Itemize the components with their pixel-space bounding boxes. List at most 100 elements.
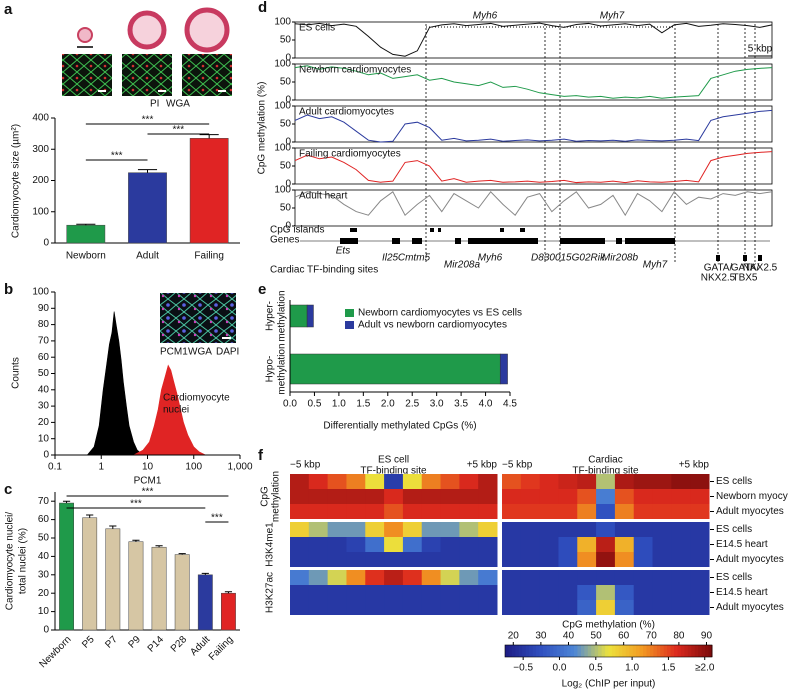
heatmap-cell <box>290 522 310 537</box>
heatmap-cell <box>577 522 597 537</box>
colorbar-step <box>594 645 599 657</box>
heatmap-cell <box>402 570 423 585</box>
heatmap-cell <box>520 522 541 537</box>
colorbar-step <box>698 645 703 657</box>
heatmap-cell <box>520 537 541 552</box>
heatmap-cell <box>690 585 710 600</box>
y-tick-label: 100 <box>32 206 49 217</box>
y-tick-label: 20 <box>38 588 50 599</box>
axis-title: CpG methylation (%) <box>257 82 268 175</box>
track-label: Failing cardiomyocytes <box>299 149 401 160</box>
colorbar-step <box>656 645 661 657</box>
heatmap-cell <box>577 552 597 567</box>
axis-title: PCM1 <box>134 476 162 487</box>
heatmap-cell <box>384 570 404 585</box>
y-tick-label: 100 <box>32 287 49 298</box>
axis-title: Cardiomyocyte size (µm²) <box>11 124 22 238</box>
colorbar-step <box>611 645 616 657</box>
heatmap-cell <box>652 474 672 489</box>
heatmap-cell <box>539 537 559 552</box>
track-name: Cardiac TF-binding sites <box>270 265 378 276</box>
track-label: Newborn cardiomyocytes <box>299 65 411 76</box>
group-label: methylation <box>271 471 282 522</box>
heatmap-cell <box>690 504 710 519</box>
gene-name: Mir208b <box>602 253 639 264</box>
colorbar-step <box>649 645 654 657</box>
heatmap-cell <box>671 489 691 504</box>
y-tick-label: 50 <box>280 35 292 46</box>
y-tick-label: 0 <box>285 179 291 190</box>
bar-segment <box>499 353 508 385</box>
heatmap-cell <box>365 522 385 537</box>
colorbar-step <box>591 645 596 657</box>
heatmap-cell <box>633 489 654 504</box>
colorbar-tick-label: 1.0 <box>625 663 639 674</box>
colorbar-step <box>522 645 527 657</box>
heatmap-cell <box>402 600 423 615</box>
x-tick-label: Adult <box>136 251 159 262</box>
bar <box>151 546 167 631</box>
column-title: TF-binding site <box>360 466 427 477</box>
heatmap-cell <box>327 474 347 489</box>
cpg-island <box>438 228 441 232</box>
colorbar-step <box>646 645 651 657</box>
heatmap-cell <box>539 504 559 519</box>
heatmap-cell <box>520 474 541 489</box>
y-tick-label: 100 <box>274 143 291 154</box>
heatmap-cell <box>502 537 522 552</box>
error-bar <box>62 500 71 504</box>
colorbar-step <box>505 645 509 657</box>
heatmap-cell <box>652 522 672 537</box>
heatmap-cell <box>346 504 366 519</box>
heatmap-cell <box>502 522 522 537</box>
x-tick-label: P5 <box>80 634 97 651</box>
error-bar <box>178 553 186 555</box>
colorbar-step <box>570 645 575 657</box>
heatmap-cell <box>327 552 347 567</box>
significance-label: *** <box>142 115 154 126</box>
heatmap-cell <box>652 504 672 519</box>
colorbar-step <box>663 645 668 657</box>
heatmap-cell <box>440 570 460 585</box>
bar-segment <box>289 353 501 385</box>
tf-site <box>758 255 762 261</box>
colorbar-step <box>598 645 603 657</box>
row-label: ES cells <box>716 572 752 583</box>
heatmap-cell <box>421 537 442 552</box>
colorbar-step <box>518 645 523 657</box>
heatmap-cell <box>308 600 329 615</box>
bar <box>105 528 121 631</box>
heatmap-cell <box>402 504 423 519</box>
heatmap-cell <box>652 537 672 552</box>
colorbar-tick-label: ≥2.0 <box>695 663 715 674</box>
heatmap-cell <box>346 489 366 504</box>
heatmap-cell <box>308 570 329 585</box>
heatmap-cell <box>558 504 578 519</box>
axis-title: total nuclei (%) <box>18 528 29 594</box>
methylation-line <box>294 151 773 184</box>
tf-site-label: GATA/ <box>704 263 733 274</box>
colorbar-tick-label: 20 <box>508 631 520 642</box>
heatmap-cell <box>690 474 710 489</box>
cpg-island <box>500 228 504 232</box>
bar <box>66 224 106 244</box>
axis-title: Differentially methylated CpGs (%) <box>323 421 476 432</box>
heatmap-cell <box>346 585 366 600</box>
heatmap-cell <box>690 537 710 552</box>
legend-label: Newborn cardiomyocytes vs ES cells <box>358 308 522 319</box>
colorbar-step <box>556 645 561 657</box>
heatmap-cell <box>633 504 654 519</box>
panel-label: b <box>4 281 13 298</box>
heatmap-cell <box>558 537 578 552</box>
heatmap-cell <box>478 504 498 519</box>
heatmap-cell <box>633 537 654 552</box>
y-tick-label: 80 <box>38 319 50 330</box>
x-tick-label: Newborn <box>37 634 73 670</box>
axis-title: Counts <box>11 357 22 389</box>
colorbar-tick-label: 30 <box>535 631 547 642</box>
heatmap-cell <box>290 585 310 600</box>
heatmap-cell <box>384 504 404 519</box>
heatmap-cell <box>440 552 460 567</box>
x-tick-label: 3.0 <box>430 399 444 410</box>
heatmap-cell <box>652 585 672 600</box>
